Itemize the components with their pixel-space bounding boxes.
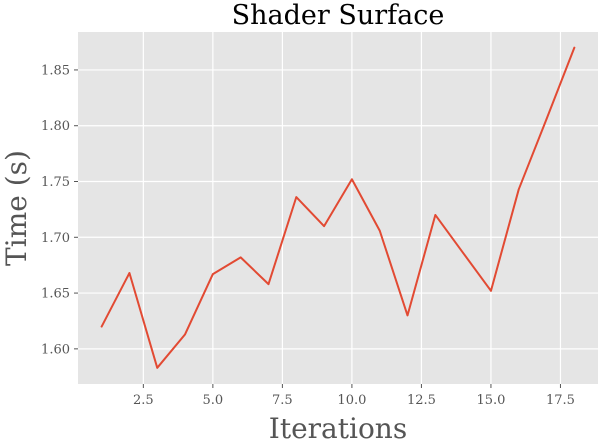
data-point [378,229,381,232]
x-tick-label: 10.0 [337,393,366,408]
y-axis-label: Time (s) [0,150,33,266]
data-point [351,178,353,181]
x-tick-label: 2.5 [133,393,154,408]
data-point [406,314,409,317]
data-point [573,46,576,49]
data-point [184,333,186,336]
data-point [490,290,492,292]
data-point [545,118,548,120]
chart-title: Shader Surface [232,0,445,31]
plot-area: 2.5 5.0 7.5 10.0 12.5 15.0 17.5 1.60 1.65 1.70 1.7… [41,32,598,408]
x-tick-label: 17.5 [546,393,575,408]
data-point [267,283,270,285]
y-tick-label: 1.80 [41,119,70,134]
x-tick-label: 15.0 [476,393,505,408]
data-point [517,188,520,191]
data-point [295,196,298,198]
data-point [323,225,325,227]
y-tick-label: 1.60 [41,342,70,357]
x-tick-label: 7.5 [272,393,293,408]
series-line [100,46,576,369]
data-point [156,367,159,369]
data-point [212,273,214,275]
data-point [434,214,437,216]
data-point [462,252,464,254]
y-tick-label: 1.65 [41,287,70,302]
data-point [239,256,242,259]
data-point [100,325,103,328]
y-tick-label: 1.85 [41,63,70,78]
x-axis-label: Iterations [269,412,407,444]
y-tick-label: 1.75 [41,175,70,190]
x-tick-label: 5.0 [203,393,224,408]
y-tick-label: 1.70 [41,231,70,246]
plot-background [78,32,598,384]
x-tick-label: 12.5 [407,393,436,408]
data-point [128,272,131,274]
